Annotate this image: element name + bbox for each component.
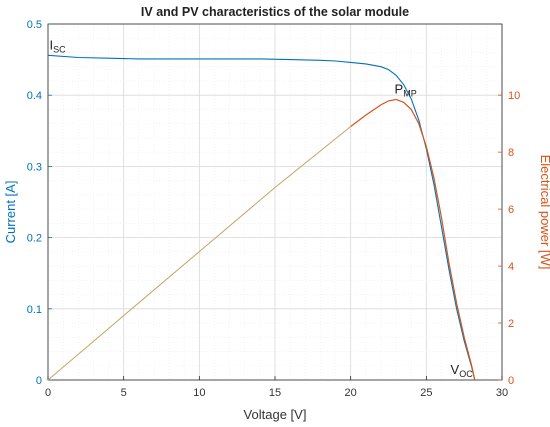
current-line <box>47 54 476 381</box>
power-line <box>350 98 476 381</box>
x-tick-label: 10 <box>193 387 205 399</box>
series-lines <box>47 54 476 381</box>
y-axis-right-label: Electrical power [W] <box>538 155 550 270</box>
y-right-tick-label: 2 <box>508 318 514 330</box>
x-axis-label: Voltage [V] <box>244 407 307 422</box>
x-tick-label: 25 <box>420 387 432 399</box>
y-right-tick-label: 10 <box>508 90 520 102</box>
power-line-linear <box>47 126 352 381</box>
x-tick-label: 0 <box>45 387 51 399</box>
x-tick-label: 30 <box>496 387 508 399</box>
y-left-tick-label: 0 <box>36 375 42 387</box>
y-left-tick-label: 0.4 <box>27 90 42 102</box>
grid <box>47 23 503 381</box>
annotation-pmp: PMP <box>395 81 417 98</box>
y-left-tick-label: 0.1 <box>27 304 42 316</box>
y-right-tick-label: 8 <box>508 147 514 159</box>
y-right-tick-label: 4 <box>508 261 514 273</box>
y-right-tick-label: 0 <box>508 375 514 387</box>
y-axis-left-label: Current [A] <box>3 181 18 244</box>
y-left-tick-label: 0.5 <box>27 19 42 31</box>
x-tick-label: 20 <box>345 387 357 399</box>
x-tick-label: 15 <box>269 387 281 399</box>
annotation-voc: VOC <box>451 362 474 379</box>
annotation-isc: ISC <box>50 37 67 54</box>
y-left-tick-label: 0.3 <box>27 161 42 173</box>
x-tick-label: 5 <box>121 387 127 399</box>
chart-title: IV and PV characteristics of the solar m… <box>141 5 409 19</box>
y-right-tick-label: 6 <box>508 204 514 216</box>
y-left-tick-label: 0.2 <box>27 233 42 245</box>
annotations: ISC PMP VOC <box>50 37 474 379</box>
